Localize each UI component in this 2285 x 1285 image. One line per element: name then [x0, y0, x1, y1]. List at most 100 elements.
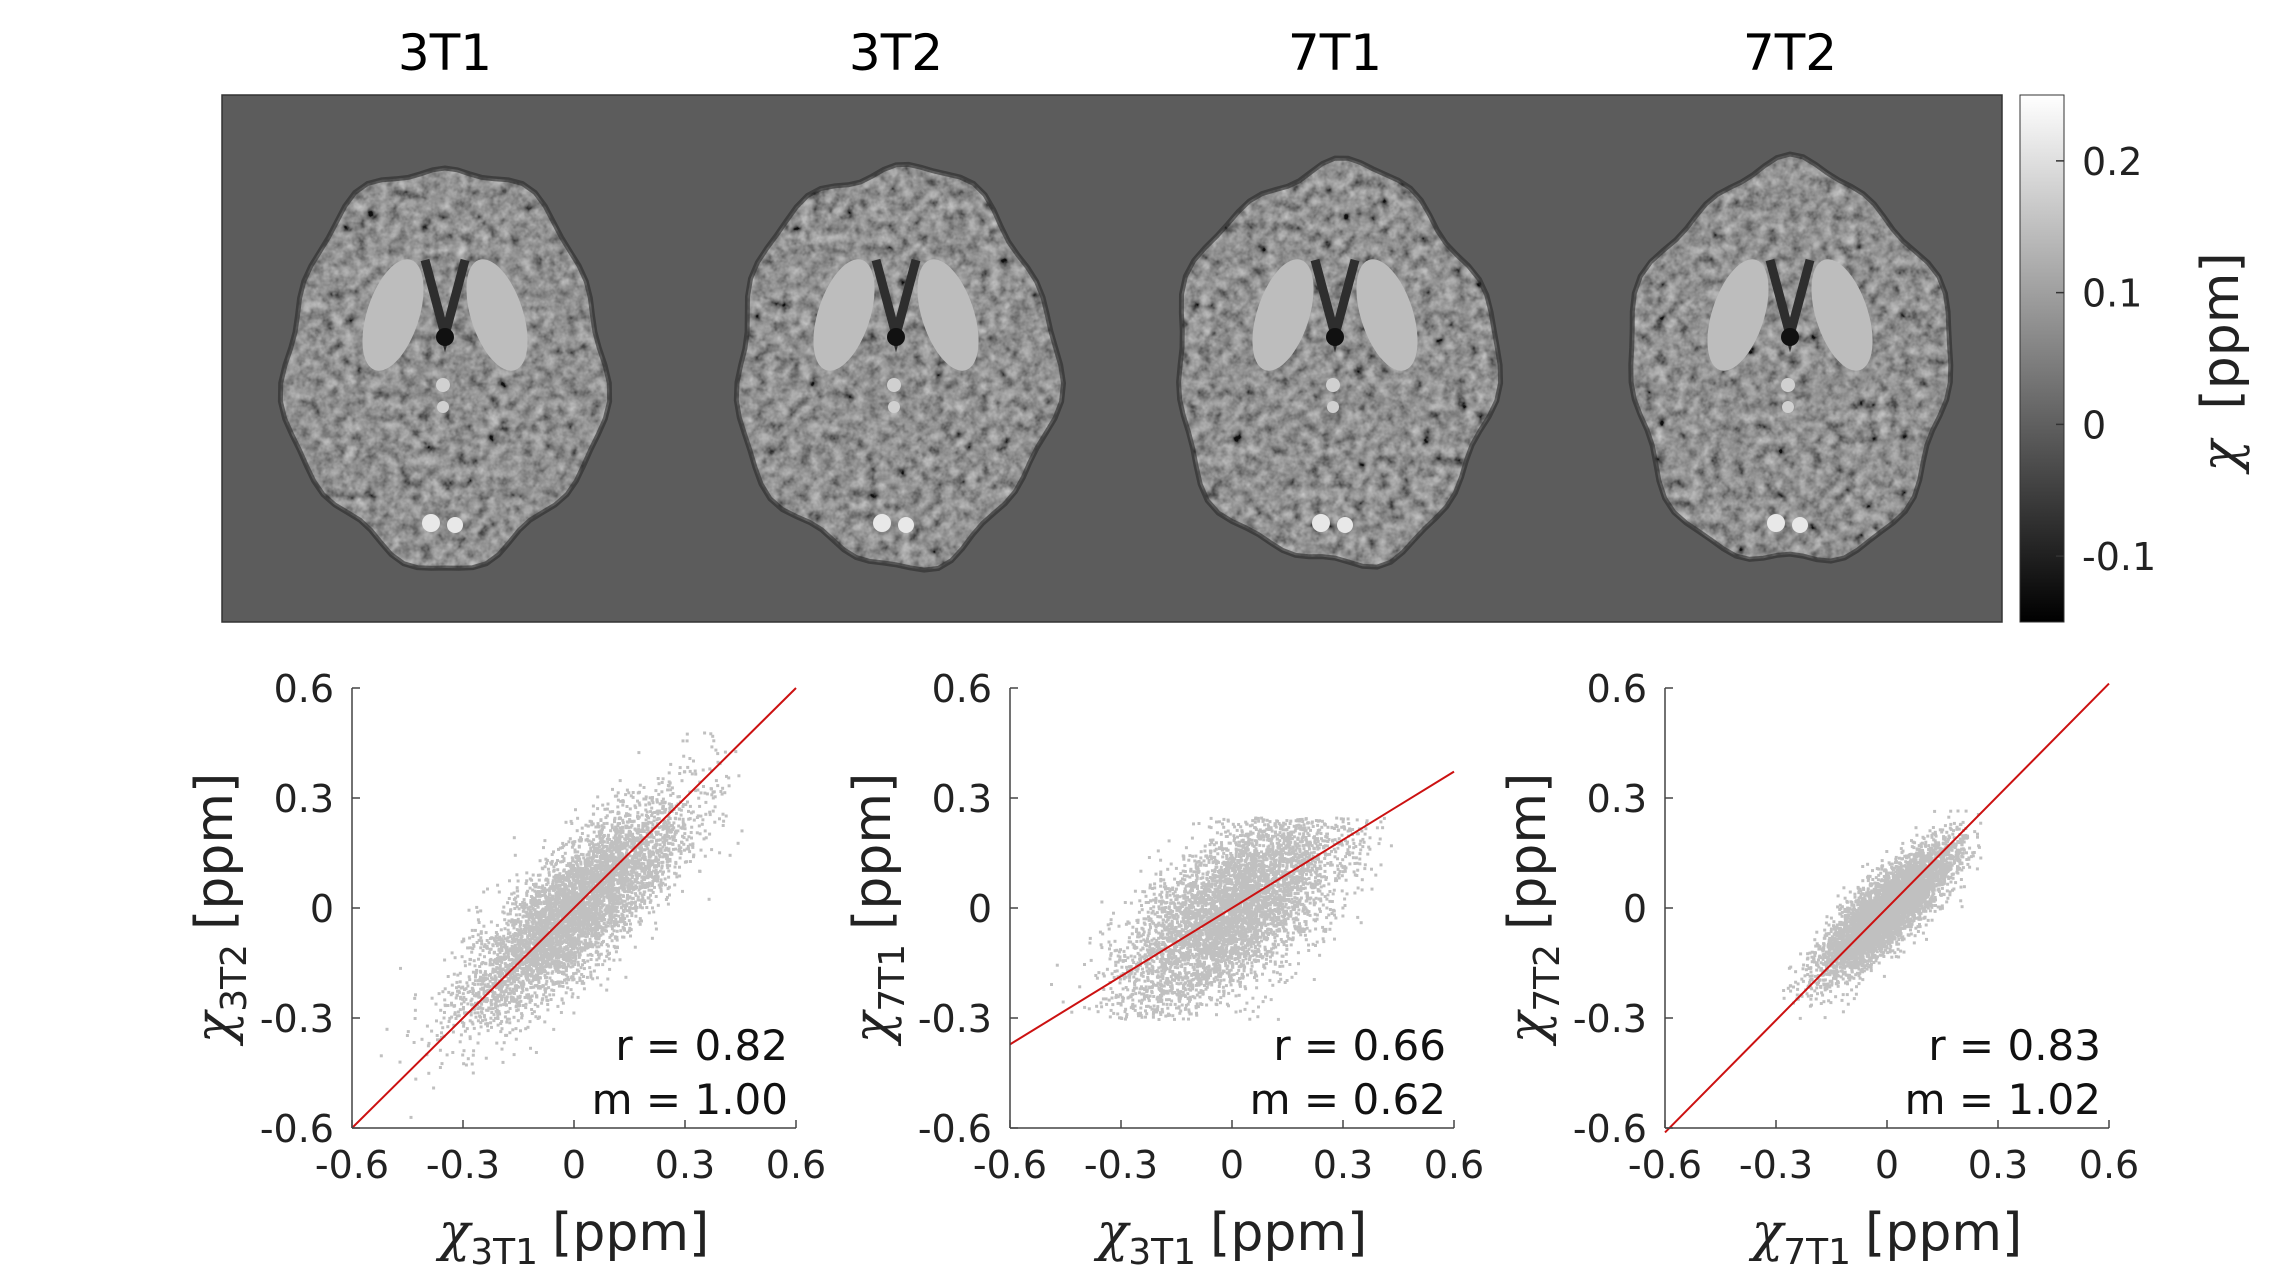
scatter-point: [579, 860, 583, 864]
scatter-point: [611, 863, 614, 867]
scatter-point: [665, 855, 669, 859]
scatter-point: [498, 951, 502, 955]
scatter-point: [566, 964, 570, 968]
scatter-point: [600, 929, 604, 933]
scatter-point: [610, 875, 614, 879]
scatter-point: [589, 909, 593, 913]
scatter-point: [558, 940, 562, 944]
scatter-point: [703, 854, 707, 858]
scatter-point: [544, 976, 547, 980]
scatter-point: [597, 945, 601, 949]
scatter-point: [538, 894, 541, 898]
scatter-point: [649, 893, 652, 897]
scatter-point: [727, 784, 731, 788]
scatter-point: [661, 811, 665, 815]
scatter-point: [571, 859, 575, 863]
scatter-point: [611, 842, 615, 846]
scatter-point: [595, 976, 599, 980]
scatter-point: [587, 900, 591, 904]
scatter-point: [565, 953, 569, 957]
scatter-point: [494, 970, 498, 974]
scatter-point: [711, 796, 715, 800]
scatter-point: [536, 905, 540, 909]
scatter-point: [618, 874, 622, 878]
brain-rim: [277, 165, 613, 571]
scatter-point: [666, 788, 670, 792]
scatter-point: [525, 923, 529, 927]
scatter-point: [542, 902, 546, 905]
scatter-point: [439, 1021, 443, 1025]
scatter-point: [636, 836, 640, 840]
scatter-point: [663, 809, 667, 813]
scatter-point: [555, 969, 559, 973]
scatter-point: [563, 851, 567, 855]
scatter-point: [526, 936, 530, 939]
scatter-point: [627, 901, 631, 905]
scatter-point: [701, 818, 705, 822]
scatter-point: [435, 1019, 438, 1023]
scatter-point: [524, 882, 528, 885]
scatter-point: [506, 966, 510, 970]
scatter-point: [670, 842, 674, 846]
scatter-point: [504, 965, 508, 969]
scatter-point: [628, 854, 632, 858]
scatter-point: [678, 874, 682, 878]
scatter-point: [600, 927, 604, 931]
scatter-point: [659, 889, 663, 893]
scatter-point: [679, 849, 683, 853]
scatter-point: [506, 936, 510, 940]
scatter-point: [425, 1024, 429, 1028]
scatter-point: [509, 909, 512, 913]
scatter-point: [633, 901, 637, 904]
scatter-point: [562, 844, 566, 848]
scatter-point: [536, 955, 540, 959]
scatter-point: [568, 879, 572, 883]
scatter-point: [543, 968, 547, 972]
scatter-point: [544, 890, 547, 894]
scatter-point: [513, 853, 517, 857]
scatter-point: [625, 812, 628, 816]
scatter-point: [532, 957, 536, 961]
scatter-point: [456, 989, 459, 993]
scatter-point: [518, 903, 522, 906]
scatter-point: [615, 836, 619, 840]
scatter-point: [546, 878, 550, 882]
scatter-point: [562, 972, 566, 976]
scatter-point: [624, 833, 628, 837]
scatter-point: [626, 884, 630, 888]
scatter-point: [606, 854, 609, 858]
scatter-point: [645, 810, 649, 814]
scatter-point: [644, 808, 648, 812]
scatter-point: [465, 1027, 469, 1031]
scatter-point: [520, 986, 524, 990]
scatter-point: [579, 940, 583, 944]
scatter-point: [561, 936, 565, 940]
scatter-point: [563, 892, 566, 896]
scatter-point: [542, 846, 545, 850]
scatter-point: [690, 836, 693, 840]
scatter-point: [578, 978, 582, 982]
scatter-point: [610, 849, 614, 853]
scatter-point: [514, 1037, 518, 1041]
scatter-point: [604, 871, 608, 875]
scatter-point: [608, 849, 612, 853]
scatter-point: [561, 899, 565, 903]
scatter-point: [668, 806, 672, 810]
scatter-point: [460, 955, 464, 959]
scatter-point: [631, 855, 635, 858]
scatter-point: [474, 1001, 477, 1005]
colorbar-tick-label: 0.2: [2082, 140, 2142, 184]
scatter-point: [485, 997, 489, 1001]
scatter-point: [590, 867, 594, 871]
scatter-point: [471, 935, 475, 938]
scatter-point: [530, 974, 534, 978]
scatter-point: [541, 890, 545, 894]
scatter-point: [620, 881, 624, 885]
scatter-point: [649, 862, 653, 865]
scatter-point: [461, 1007, 465, 1011]
scatter-point: [721, 786, 725, 790]
scatter-point: [581, 980, 584, 984]
scatter-point: [561, 860, 564, 864]
scatter-point: [600, 853, 603, 857]
scatter-point: [473, 1011, 477, 1015]
